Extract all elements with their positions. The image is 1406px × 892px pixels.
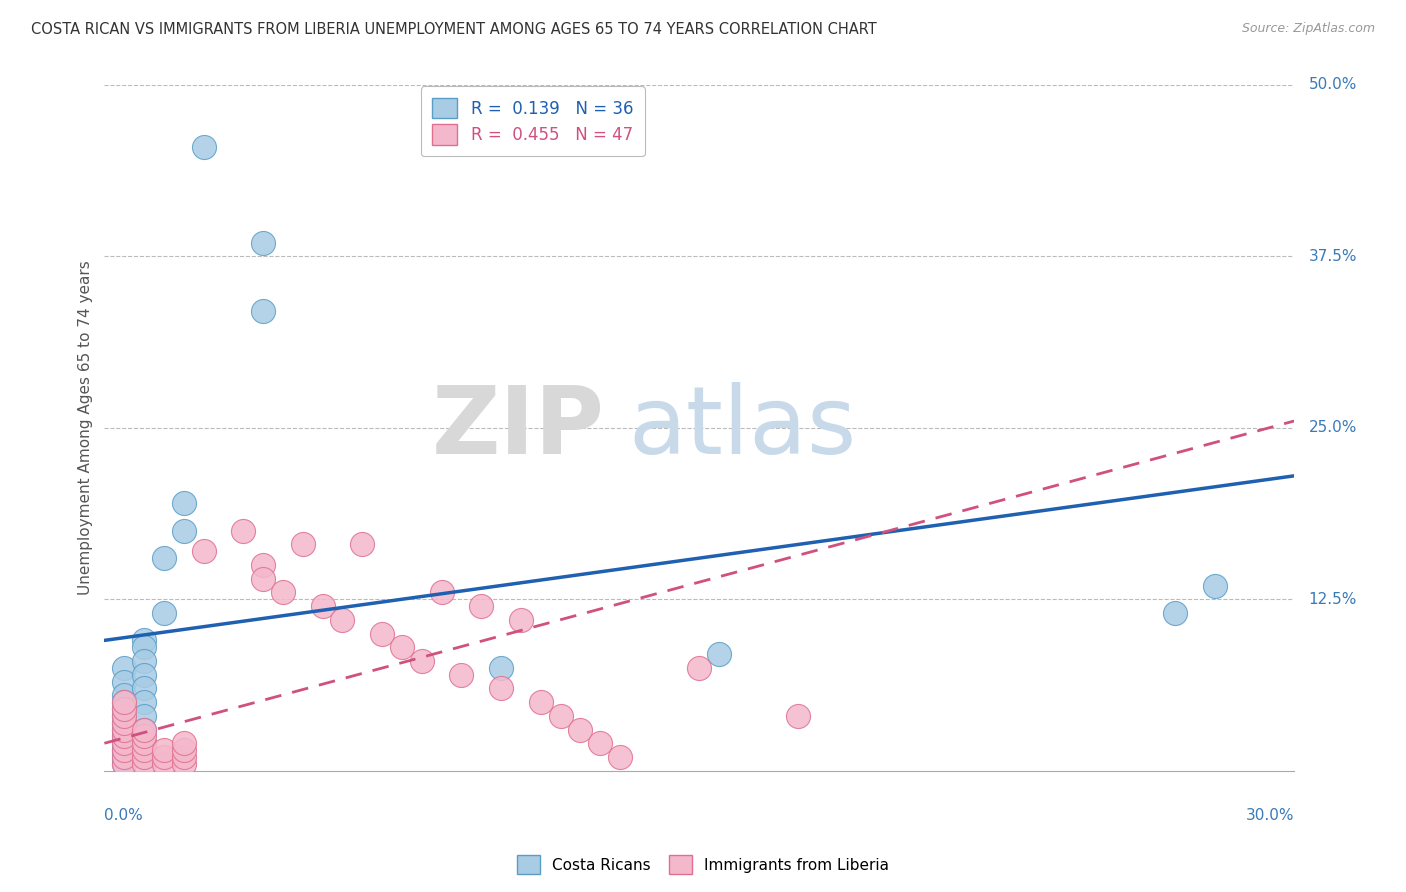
Point bbox=[112, 709, 135, 723]
Point bbox=[112, 661, 135, 675]
Point bbox=[153, 750, 176, 764]
Point bbox=[330, 613, 353, 627]
Point bbox=[787, 709, 810, 723]
Point bbox=[252, 572, 274, 586]
Point bbox=[411, 654, 433, 668]
Text: Source: ZipAtlas.com: Source: ZipAtlas.com bbox=[1241, 22, 1375, 36]
Point bbox=[609, 750, 631, 764]
Point bbox=[112, 739, 135, 753]
Point bbox=[153, 756, 176, 771]
Point bbox=[132, 667, 155, 681]
Point bbox=[112, 695, 135, 709]
Point bbox=[112, 702, 135, 716]
Point bbox=[112, 753, 135, 767]
Point bbox=[132, 750, 155, 764]
Point bbox=[291, 537, 314, 551]
Point bbox=[371, 626, 394, 640]
Point bbox=[232, 524, 254, 538]
Point bbox=[352, 537, 374, 551]
Point bbox=[1164, 606, 1187, 620]
Point bbox=[132, 730, 155, 744]
Point bbox=[132, 640, 155, 655]
Point bbox=[489, 681, 512, 696]
Y-axis label: Unemployment Among Ages 65 to 74 years: Unemployment Among Ages 65 to 74 years bbox=[79, 260, 93, 595]
Point bbox=[173, 756, 195, 771]
Text: ZIP: ZIP bbox=[432, 382, 605, 474]
Point bbox=[470, 599, 492, 614]
Point bbox=[112, 730, 135, 744]
Point bbox=[153, 606, 176, 620]
Text: 0.0%: 0.0% bbox=[104, 808, 143, 823]
Point bbox=[132, 681, 155, 696]
Point bbox=[153, 551, 176, 566]
Point bbox=[112, 723, 135, 737]
Point bbox=[132, 695, 155, 709]
Point bbox=[193, 139, 215, 153]
Point bbox=[112, 723, 135, 737]
Point bbox=[688, 661, 710, 675]
Point bbox=[112, 715, 135, 730]
Point bbox=[112, 743, 135, 757]
Point bbox=[509, 613, 531, 627]
Point bbox=[112, 702, 135, 716]
Point bbox=[112, 730, 135, 744]
Point bbox=[707, 647, 730, 661]
Point bbox=[173, 736, 195, 750]
Text: 37.5%: 37.5% bbox=[1309, 249, 1357, 264]
Point bbox=[112, 743, 135, 757]
Point bbox=[112, 715, 135, 730]
Point bbox=[173, 743, 195, 757]
Point bbox=[132, 709, 155, 723]
Point bbox=[112, 756, 135, 771]
Text: COSTA RICAN VS IMMIGRANTS FROM LIBERIA UNEMPLOYMENT AMONG AGES 65 TO 74 YEARS CO: COSTA RICAN VS IMMIGRANTS FROM LIBERIA U… bbox=[31, 22, 877, 37]
Point bbox=[193, 544, 215, 558]
Point bbox=[173, 750, 195, 764]
Point bbox=[132, 723, 155, 737]
Point bbox=[489, 661, 512, 675]
Point bbox=[391, 640, 413, 655]
Point bbox=[550, 709, 572, 723]
Legend: Costa Ricans, Immigrants from Liberia: Costa Ricans, Immigrants from Liberia bbox=[510, 849, 896, 880]
Point bbox=[132, 756, 155, 771]
Legend: R =  0.139   N = 36, R =  0.455   N = 47: R = 0.139 N = 36, R = 0.455 N = 47 bbox=[420, 87, 645, 156]
Point bbox=[112, 736, 135, 750]
Point bbox=[132, 723, 155, 737]
Text: 50.0%: 50.0% bbox=[1309, 78, 1357, 93]
Point bbox=[252, 235, 274, 250]
Point bbox=[112, 747, 135, 762]
Point bbox=[132, 750, 155, 764]
Point bbox=[112, 688, 135, 702]
Point bbox=[271, 585, 294, 599]
Point bbox=[132, 743, 155, 757]
Point bbox=[132, 736, 155, 750]
Point bbox=[589, 736, 612, 750]
Text: 25.0%: 25.0% bbox=[1309, 420, 1357, 435]
Text: atlas: atlas bbox=[628, 382, 856, 474]
Point bbox=[153, 743, 176, 757]
Point bbox=[252, 558, 274, 572]
Point bbox=[1204, 578, 1226, 592]
Point bbox=[132, 736, 155, 750]
Point bbox=[173, 496, 195, 510]
Point bbox=[450, 667, 472, 681]
Text: 12.5%: 12.5% bbox=[1309, 591, 1357, 607]
Point bbox=[112, 750, 135, 764]
Point bbox=[112, 674, 135, 689]
Point bbox=[311, 599, 333, 614]
Point bbox=[173, 524, 195, 538]
Point bbox=[252, 304, 274, 318]
Point bbox=[132, 654, 155, 668]
Point bbox=[530, 695, 553, 709]
Point bbox=[132, 633, 155, 648]
Point bbox=[430, 585, 453, 599]
Point bbox=[112, 756, 135, 771]
Point bbox=[112, 695, 135, 709]
Point bbox=[112, 733, 135, 747]
Text: 30.0%: 30.0% bbox=[1246, 808, 1295, 823]
Point bbox=[569, 723, 592, 737]
Point bbox=[112, 709, 135, 723]
